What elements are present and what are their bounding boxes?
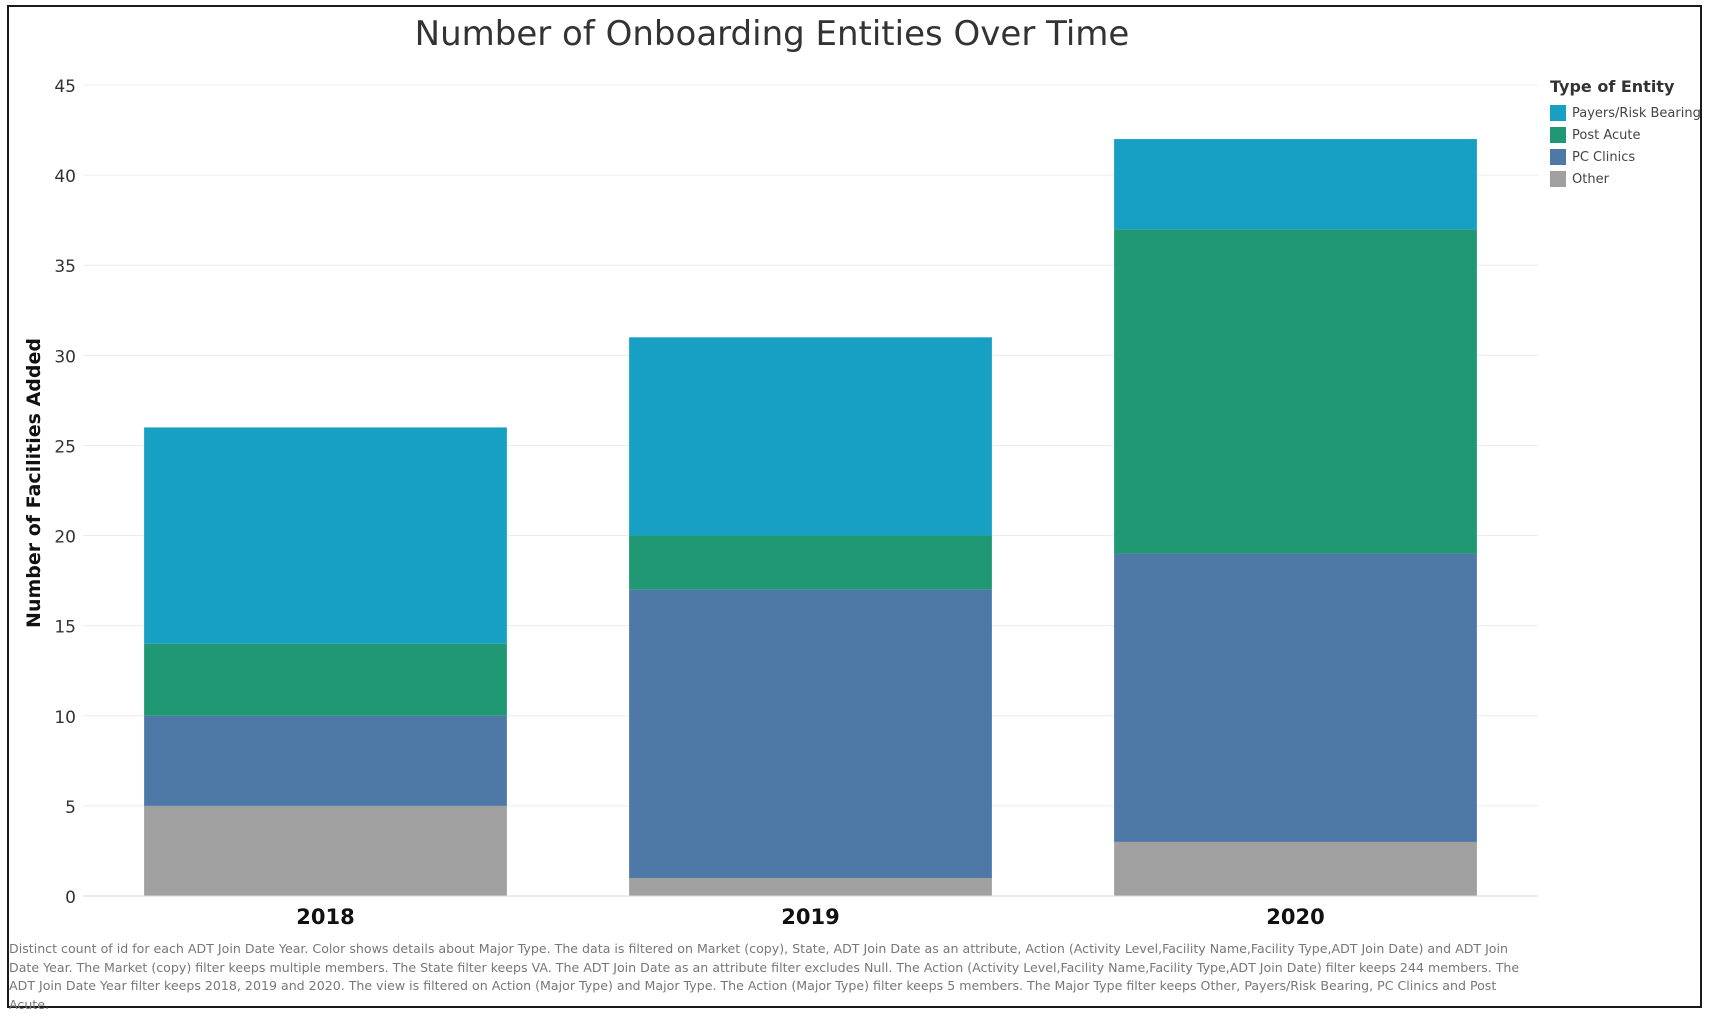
legend-label: Post Acute xyxy=(1572,127,1641,143)
bar-segment xyxy=(629,535,992,590)
bars xyxy=(144,139,1477,896)
legend-item: PC Clinics xyxy=(1550,146,1710,168)
legend-title: Type of Entity xyxy=(1550,77,1675,96)
legend-swatch xyxy=(1550,149,1566,165)
legend-item: Post Acute xyxy=(1550,124,1710,146)
legend-item: Payers/Risk Bearing xyxy=(1550,102,1710,124)
bar-segment xyxy=(1114,553,1477,842)
y-tick-label: 20 xyxy=(54,528,76,548)
legend: Type of Entity Payers/Risk Bearing Post A… xyxy=(1550,77,1710,190)
chart-title: Number of Onboarding Entities Over Time xyxy=(414,14,1130,54)
y-tick-label: 45 xyxy=(54,77,76,97)
legend-swatch xyxy=(1550,171,1566,187)
x-tick-label: 2020 xyxy=(1266,905,1324,929)
legend-swatch xyxy=(1550,105,1566,121)
bar-segment xyxy=(1114,841,1477,896)
legend-swatch xyxy=(1550,127,1566,143)
legend-label: Other xyxy=(1572,171,1609,187)
footnote: Distinct count of id for each ADT Join D… xyxy=(9,941,1520,1012)
stacked-bar-chart: 0 5 10 15 20 25 30 35 40 45 2018 2019 2020 Number of… xyxy=(23,77,1538,929)
y-tick-label: 40 xyxy=(54,167,76,187)
bar-segment xyxy=(144,643,507,716)
axes: 0 5 10 15 20 25 30 35 40 45 2018 2019 2020 xyxy=(54,77,1538,929)
legend-item: Other xyxy=(1550,168,1710,190)
bar-segment xyxy=(1114,139,1477,230)
y-tick-label: 10 xyxy=(54,708,76,728)
y-tick-label: 35 xyxy=(54,257,76,277)
y-tick-label: 15 xyxy=(54,618,76,638)
bar-segment xyxy=(144,715,507,806)
legend-label: PC Clinics xyxy=(1572,149,1636,165)
bar-segment xyxy=(1114,229,1477,554)
legend-label: Payers/Risk Bearing xyxy=(1572,105,1701,121)
y-tick-label: 5 xyxy=(65,798,76,818)
y-tick-label: 30 xyxy=(54,347,76,367)
bar-segment xyxy=(144,805,507,896)
legend-items: Payers/Risk Bearing Post Acute PC Clinics O… xyxy=(1550,102,1710,190)
y-axis-label: Number of Facilities Added xyxy=(23,338,45,628)
bar-segment xyxy=(629,589,992,878)
bar-segment xyxy=(629,877,992,896)
x-tick-label: 2018 xyxy=(296,905,354,929)
y-tick-label: 0 xyxy=(65,888,76,908)
x-tick-label: 2019 xyxy=(781,905,839,929)
bar-segment xyxy=(629,337,992,536)
bar-segment xyxy=(144,427,507,644)
y-tick-label: 25 xyxy=(54,437,76,457)
